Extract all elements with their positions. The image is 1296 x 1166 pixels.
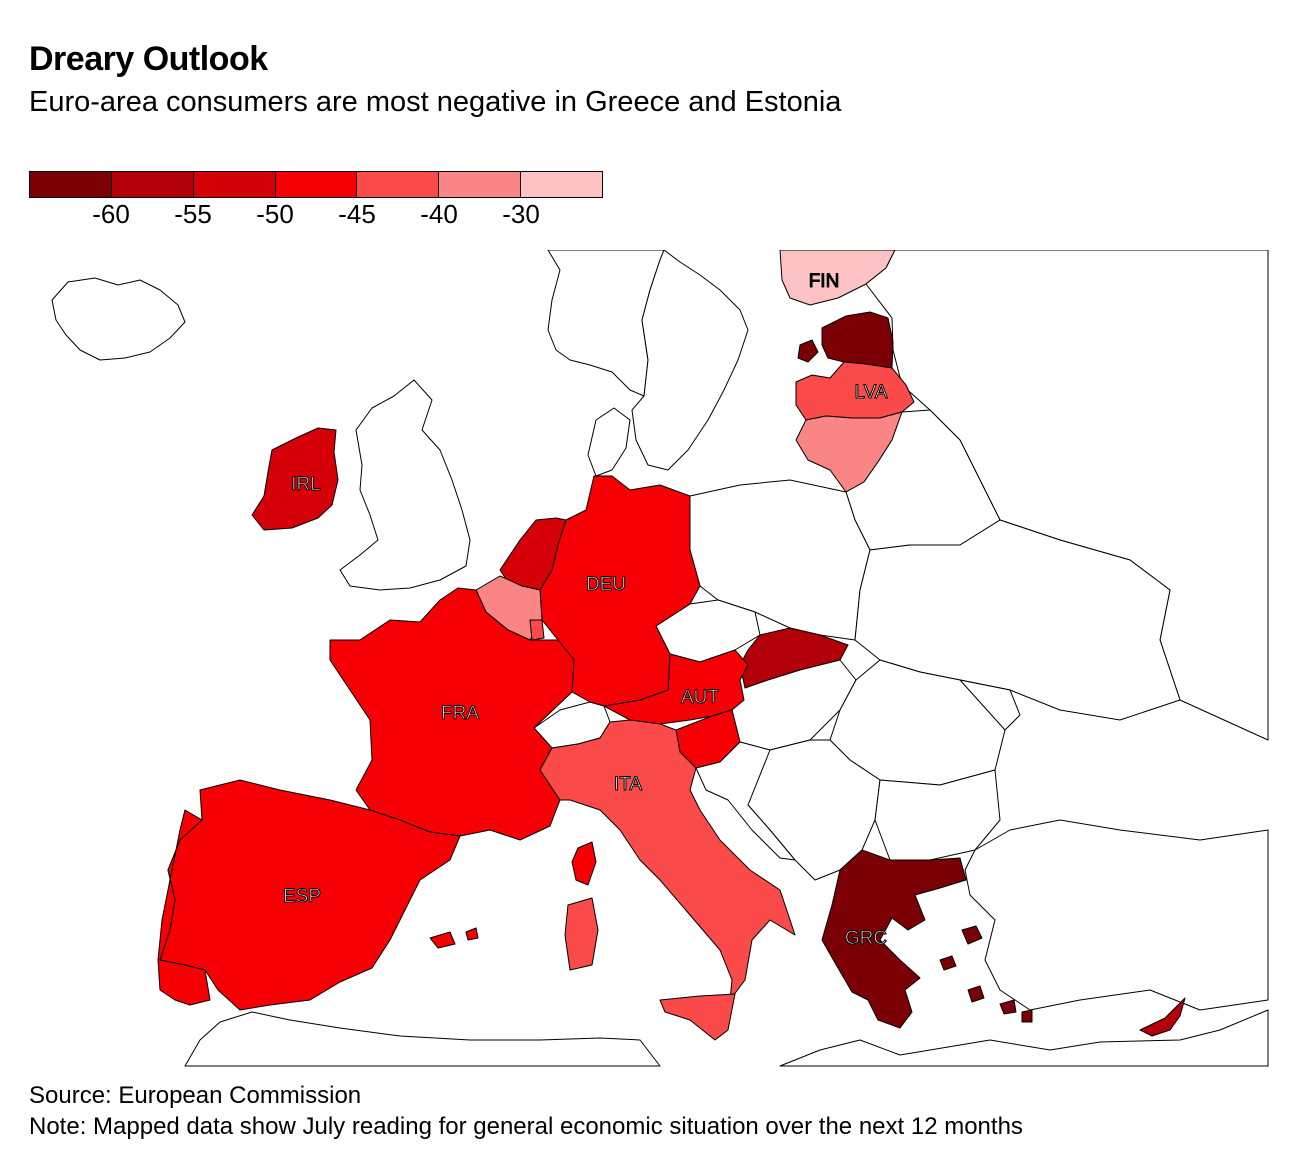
label-fra: FRA (441, 703, 479, 724)
footer: Source: European Commission Note: Mapped… (29, 1080, 1023, 1142)
country-spain-island-1 (429, 931, 456, 949)
country-iceland (51, 277, 186, 361)
country-italy-sicily (659, 993, 736, 1041)
country-greece[interactable] (821, 849, 967, 1029)
country-estonia[interactable] (821, 311, 894, 369)
legend-swatch-5 (357, 172, 440, 197)
label-deu: DEU (586, 574, 626, 595)
country-france-corsica (571, 841, 597, 886)
country-ireland[interactable] (251, 427, 339, 531)
label-ita: ITA (614, 774, 642, 795)
country-italy-sardinia (564, 897, 599, 971)
legend-bar (29, 171, 603, 198)
country-italy[interactable] (539, 719, 796, 1001)
legend-swatch-2 (111, 172, 194, 197)
country-turkey (964, 819, 1269, 1011)
country-ukraine (854, 519, 1181, 721)
label-irl: IRL (291, 474, 321, 495)
legend-swatch-4 (275, 172, 358, 197)
label-esp: ESP (283, 886, 321, 907)
legend-tick-1: -60 (92, 199, 130, 229)
source-note: Source: European Commission (29, 1082, 362, 1109)
label-lva: LVA (854, 382, 887, 403)
country-greece-island-3 (999, 999, 1017, 1015)
country-greece-island-4 (1021, 1009, 1033, 1023)
label-fin: FIN (809, 271, 840, 292)
country-north-africa (184, 1011, 661, 1067)
chart-title: Dreary Outlook (29, 40, 268, 78)
country-denmark (587, 407, 631, 477)
legend-tick-3: -50 (256, 199, 294, 229)
legend-swatch-6 (439, 172, 522, 197)
legend-tick-6: -30 (502, 199, 540, 229)
europe-map: FIN LVA IRL DEU FRA AUT ITA ESP GRC (0, 250, 1296, 1070)
country-france[interactable] (329, 587, 575, 841)
legend-tick-2: -55 (174, 199, 212, 229)
country-greece-island-1 (961, 925, 983, 945)
country-greece-island-2 (939, 955, 957, 971)
label-grc: GRC (845, 928, 887, 949)
label-aut: AUT (681, 687, 719, 708)
country-moldova (959, 679, 1021, 731)
country-uk (339, 379, 471, 591)
country-sweden (631, 250, 749, 471)
legend-swatch-3 (193, 172, 276, 197)
country-portugal (157, 809, 211, 1006)
legend-swatch-1 (30, 172, 112, 197)
country-estonia-island (797, 339, 819, 363)
data-note: Note: Mapped data show July reading for … (29, 1113, 1023, 1140)
country-luxembourg (529, 619, 545, 641)
legend-tick-4: -45 (338, 199, 376, 229)
country-croatia (695, 741, 796, 861)
chart-subtitle: Euro-area consumers are most negative in… (29, 86, 842, 118)
country-greece-island-5 (967, 985, 985, 1003)
legend-swatch-7 (521, 172, 603, 197)
legend-tick-5: -40 (420, 199, 458, 229)
country-cyprus (1139, 997, 1186, 1037)
color-legend: -60 -55 -50 -45 -40 -30 (29, 171, 604, 229)
country-east-mediterranean-coast (779, 1009, 1269, 1067)
country-spain-island-2 (465, 927, 479, 941)
